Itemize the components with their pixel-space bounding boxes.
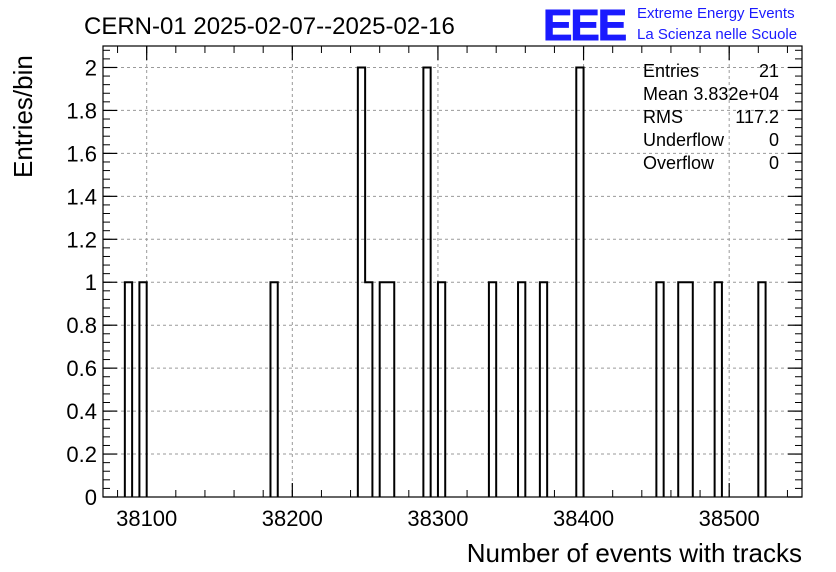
stats-value: 117.2 xyxy=(735,107,779,127)
stats-label: RMS xyxy=(643,107,683,127)
stats-value: 0 xyxy=(769,130,779,150)
y-tick-label: 1.6 xyxy=(66,141,97,166)
stats-value: 0 xyxy=(769,153,779,173)
plot-frame xyxy=(102,45,803,498)
y-tick-label: 0.8 xyxy=(66,313,97,338)
x-tick-label: 38200 xyxy=(262,506,323,531)
histogram-bin xyxy=(125,282,132,497)
histogram-bin xyxy=(387,282,394,497)
eee-logo-line1: Extreme Energy Events xyxy=(637,5,795,22)
y-tick-label: 2 xyxy=(85,55,97,80)
grid-lines xyxy=(103,46,802,497)
x-tick-label: 38400 xyxy=(553,506,614,531)
histogram-bin xyxy=(518,282,525,497)
histogram-bin xyxy=(139,282,146,497)
histogram-bin xyxy=(489,282,496,497)
histogram-bin xyxy=(270,282,277,497)
eee-logo-line2: La Scienza nelle Scuole xyxy=(637,26,797,43)
x-tick-label: 38100 xyxy=(116,506,177,531)
histogram-bin xyxy=(438,282,445,497)
stats-label: Underflow xyxy=(643,130,725,150)
x-tick-label: 38300 xyxy=(407,506,468,531)
histogram-bins xyxy=(123,66,767,497)
chart-title: CERN-01 2025-02-07--2025-02-16 xyxy=(84,13,455,40)
y-tick-label: 1.8 xyxy=(66,98,97,123)
histogram-bin xyxy=(365,282,372,497)
histogram-bin xyxy=(678,282,685,497)
y-tick-label: 1 xyxy=(85,270,97,295)
stats-value: 3.832e+04 xyxy=(693,84,779,104)
axes: 0 0.2 0.4 0.6 0.8 1 1.2 1.4 1.6 1.8 2 38100 38200 383… xyxy=(66,46,802,531)
eee-logo: EEE Extreme Energy Events La Scienza nel… xyxy=(543,1,798,51)
y-tick-label: 0.6 xyxy=(66,356,97,381)
histogram-outline xyxy=(123,66,767,497)
stats-label: Overflow xyxy=(643,153,715,173)
y-tick-label: 0 xyxy=(85,485,97,510)
y-axis-label: Entries/bin xyxy=(8,55,38,178)
y-tick-label: 0.2 xyxy=(66,442,97,467)
y-tick-label: 1.2 xyxy=(66,227,97,252)
stats-value: 21 xyxy=(759,61,779,81)
y-tick-label: 0.4 xyxy=(66,399,97,424)
stats-box: Entries 21 Mean 3.832e+04 RMS 117.2 Underflow 0… xyxy=(643,61,779,173)
histogram-bin xyxy=(758,282,765,497)
histogram-bin xyxy=(380,282,387,497)
histogram-bin xyxy=(715,282,722,497)
histogram-bin xyxy=(540,282,547,497)
eee-logo-mark: EEE xyxy=(543,1,626,50)
stats-label: Entries xyxy=(643,61,699,81)
stats-label: Mean xyxy=(643,84,688,104)
histogram-bin xyxy=(686,282,693,497)
x-tick-label: 38500 xyxy=(699,506,760,531)
y-tick-label: 1.4 xyxy=(66,184,97,209)
histogram-bin xyxy=(656,282,663,497)
x-axis-label: Number of events with tracks xyxy=(467,538,802,568)
